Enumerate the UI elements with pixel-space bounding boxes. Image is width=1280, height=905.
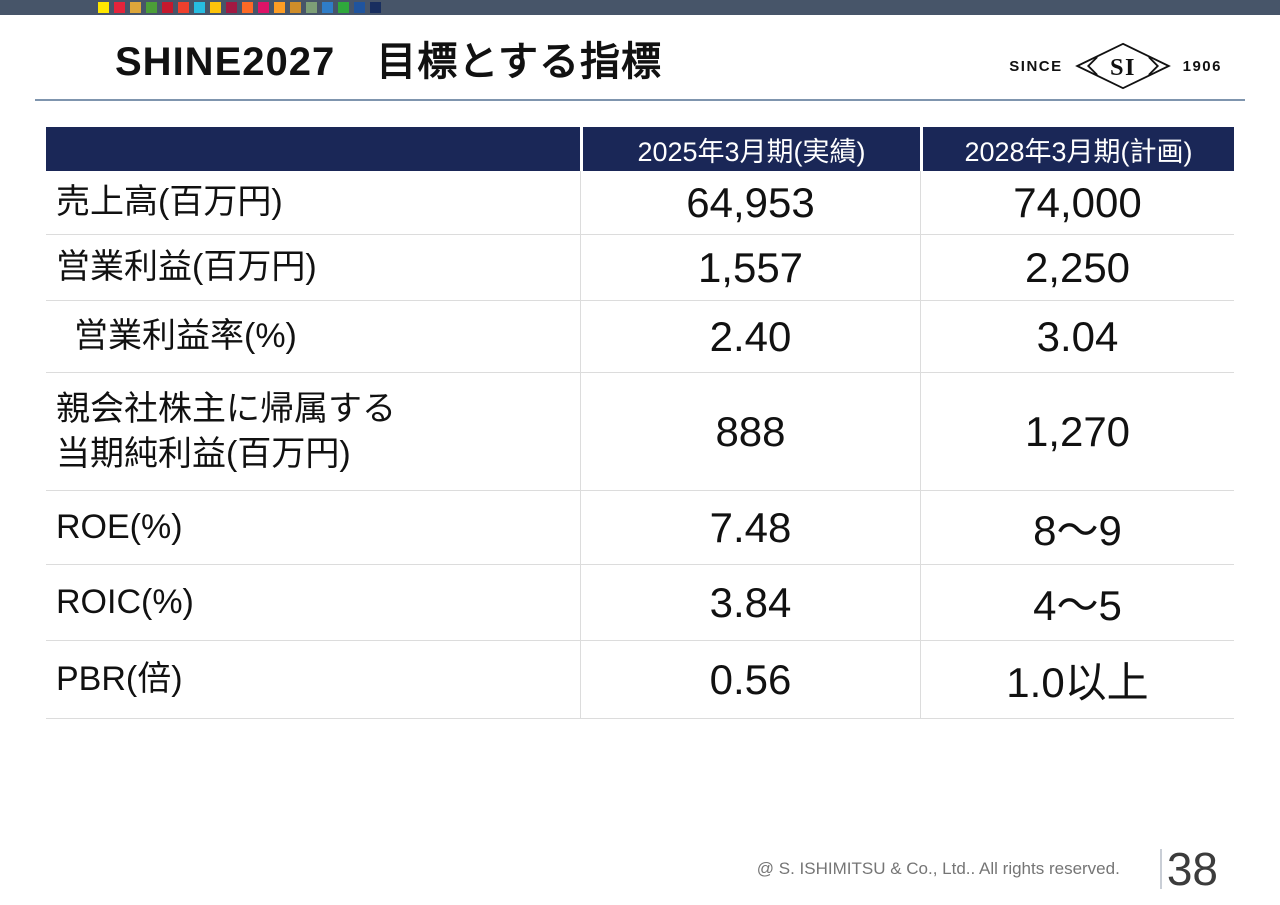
title-divider xyxy=(35,99,1245,101)
color-square xyxy=(274,2,285,13)
table-row: 営業利益率(%) 2.40 3.04 xyxy=(46,301,1234,373)
table-row: ROE(%) 7.48 8～9 xyxy=(46,491,1234,565)
row-label: PBR(倍) xyxy=(56,660,183,699)
table-row: PBR(倍) 0.56 1.0以上 xyxy=(46,641,1234,719)
color-square xyxy=(242,2,253,13)
row-plan-value: 74,000 xyxy=(920,171,1234,234)
color-square xyxy=(338,2,349,13)
kpi-table: 2025年3月期(実績) 2028年3月期(計画) 売上高(百万円) 64,95… xyxy=(46,127,1234,719)
table-row: 親会社株主に帰属する 当期純利益(百万円) 888 1,270 xyxy=(46,373,1234,491)
color-square xyxy=(226,2,237,13)
row-plan-value: 4～5 xyxy=(920,565,1234,640)
table-row: ROIC(%) 3.84 4～5 xyxy=(46,565,1234,641)
row-actual-value: 7.48 xyxy=(580,491,920,564)
row-actual-value: 3.84 xyxy=(580,565,920,640)
header-cell-plan: 2028年3月期(計画) xyxy=(920,127,1234,171)
si-diamond-icon: SI xyxy=(1074,42,1171,90)
color-square xyxy=(290,2,301,13)
row-label: ROIC(%) xyxy=(56,583,194,622)
page-number-divider xyxy=(1159,849,1162,889)
table-row: 売上高(百万円) 64,953 74,000 xyxy=(46,171,1234,235)
color-square xyxy=(258,2,269,13)
color-square xyxy=(306,2,317,13)
header-cell-actual: 2025年3月期(実績) xyxy=(580,127,920,171)
color-square xyxy=(114,2,125,13)
row-label: 親会社株主に帰属する 当期純利益(百万円) xyxy=(56,390,396,473)
copyright-text: @ S. ISHIMITSU & Co., Ltd.. All rights r… xyxy=(756,859,1120,878)
table-header-row: 2025年3月期(実績) 2028年3月期(計画) xyxy=(46,127,1234,171)
sdg-color-strip xyxy=(98,2,381,13)
color-square xyxy=(194,2,205,13)
header-cell-metric xyxy=(46,127,580,171)
company-logo: SINCE SI 1906 xyxy=(1009,40,1222,92)
page-number: 38 xyxy=(1166,843,1218,895)
slide-footer: @ S. ISHIMITSU & Co., Ltd.. All rights r… xyxy=(757,846,1218,892)
logo-year-label: 1906 xyxy=(1182,57,1222,75)
color-square xyxy=(370,2,381,13)
page-title: SHINE2027 目標とする指標 xyxy=(115,40,663,84)
row-plan-value: 3.04 xyxy=(920,301,1234,372)
row-label: 営業利益率(%) xyxy=(74,317,297,356)
row-actual-value: 1,557 xyxy=(580,235,920,300)
table-row: 営業利益(百万円) 1,557 2,250 xyxy=(46,235,1234,301)
row-actual-value: 64,953 xyxy=(580,171,920,234)
top-accent-bar xyxy=(0,0,1280,15)
row-plan-value: 1.0以上 xyxy=(920,641,1234,718)
color-square xyxy=(322,2,333,13)
row-label: 売上高(百万円) xyxy=(56,183,283,222)
row-plan-value: 2,250 xyxy=(920,235,1234,300)
color-square xyxy=(98,2,109,13)
row-actual-value: 0.56 xyxy=(580,641,920,718)
row-plan-value: 1,270 xyxy=(920,373,1234,490)
color-square xyxy=(178,2,189,13)
color-square xyxy=(210,2,221,13)
row-label: 営業利益(百万円) xyxy=(56,248,317,287)
row-actual-value: 2.40 xyxy=(580,301,920,372)
color-square xyxy=(354,2,365,13)
color-square xyxy=(162,2,173,13)
row-actual-value: 888 xyxy=(580,373,920,490)
color-square xyxy=(146,2,157,13)
row-label: ROE(%) xyxy=(56,508,183,547)
logo-monogram: SI xyxy=(1110,54,1136,81)
row-plan-value: 8～9 xyxy=(920,491,1234,564)
logo-since-label: SINCE xyxy=(1009,57,1063,75)
color-square xyxy=(130,2,141,13)
